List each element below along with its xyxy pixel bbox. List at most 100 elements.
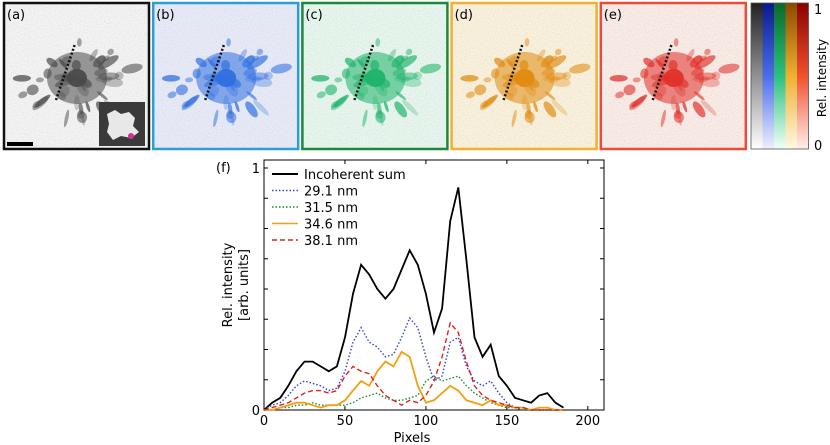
central-spot <box>365 69 386 87</box>
speckle-blob <box>704 48 711 56</box>
speckle-blob <box>18 91 28 99</box>
plot-frame <box>263 159 605 411</box>
image-panel-c: (c) <box>301 1 449 151</box>
colorbar-min-label: 0 <box>814 139 822 154</box>
series-line-38-1-nm <box>263 321 564 411</box>
speckle-blob <box>673 38 679 47</box>
legend-box <box>268 164 392 248</box>
line-chart: (f) 0 50 100 150 200 0 1 Incoherent sum 29.1 nm… <box>216 159 605 445</box>
speckle-blob <box>511 109 517 128</box>
x-tick-label: 200 <box>575 414 600 429</box>
chart-series <box>263 187 564 411</box>
speckle-blob <box>692 101 706 118</box>
scale-bar <box>7 142 33 146</box>
legend-label: 34.6 nm <box>304 218 358 233</box>
speckle-blob <box>533 101 538 113</box>
legend-label: 38.1 nm <box>304 234 358 249</box>
series-line-34-6-nm <box>264 350 564 411</box>
speckle-blob <box>263 71 273 81</box>
speckle-blob <box>32 100 41 109</box>
chart-ticks: 0 50 100 150 200 0 1 <box>252 160 604 429</box>
profile-line <box>204 43 226 101</box>
diffraction-pattern <box>161 38 292 128</box>
speckle-blob <box>103 55 110 62</box>
speckle-blob <box>718 63 740 74</box>
speckle-blob <box>35 77 44 83</box>
speckle-blob <box>629 100 638 109</box>
panel-frame <box>450 1 598 151</box>
panel-frame <box>2 1 151 151</box>
speckle-blob <box>474 84 487 96</box>
speckle-blob <box>245 101 258 118</box>
legend-label: 29.1 nm <box>304 185 358 200</box>
panel-frame <box>151 1 300 151</box>
speckle-blob <box>161 75 181 82</box>
speckle-blob <box>700 99 717 116</box>
speckle-blob <box>330 96 347 111</box>
x-tick-label: 0 <box>260 414 268 429</box>
colorbar-stripe <box>774 3 786 149</box>
y-tick-label: 1 <box>252 162 260 177</box>
central-spot <box>67 69 87 87</box>
speckle-blob <box>185 77 194 83</box>
series-line-29-1-nm <box>263 316 564 411</box>
speckle-blob <box>562 71 572 81</box>
panel-label: (b) <box>156 8 174 23</box>
speckle-blob <box>549 77 571 88</box>
x-tick-label: 150 <box>494 414 519 429</box>
speckle-blob <box>700 55 707 62</box>
profile-line <box>502 43 524 101</box>
profile-line <box>353 43 375 101</box>
inset-marker <box>128 133 134 139</box>
image-panel-e: (e) <box>599 1 748 151</box>
speckle-blob <box>524 111 535 124</box>
speckle-blob <box>609 75 628 82</box>
speckle-blob <box>234 101 240 113</box>
colorbar-stripe <box>797 3 809 149</box>
speckle-blob <box>333 94 349 108</box>
profile-line <box>651 43 673 101</box>
speckle-blob <box>12 75 31 82</box>
speckle-blob <box>405 48 413 56</box>
speckle-blob <box>465 91 475 99</box>
image-panel-b: (b) <box>151 1 300 151</box>
speckle-blob <box>256 48 264 56</box>
speckle-blob <box>699 77 720 88</box>
speckle-blob <box>107 48 114 56</box>
central-spot <box>216 69 237 87</box>
speckle-blob <box>615 91 625 99</box>
y-axis-label-line1: Rel. intensity <box>221 242 236 327</box>
speckle-blob <box>400 77 422 88</box>
speckle-blob <box>623 84 636 96</box>
speckle-blob <box>569 63 591 74</box>
panel-label: (c) <box>305 8 322 23</box>
speckle-blob <box>121 63 143 74</box>
speckle-blob <box>213 109 219 128</box>
speckle-blob <box>325 84 338 96</box>
speckle-blob <box>270 63 292 74</box>
legend-label: Incoherent sum <box>304 168 406 183</box>
speckle-blob <box>175 84 188 96</box>
speckle-blob <box>26 84 39 96</box>
panel-label: (e) <box>604 8 622 23</box>
panel-frame <box>301 1 449 151</box>
speckle-blob <box>76 111 88 124</box>
y-axis-label-line2: [arb. units] <box>237 249 252 321</box>
panel-label: (a) <box>7 8 25 23</box>
speckle-blob <box>631 94 648 108</box>
speckle-blob <box>480 96 497 111</box>
speckle-blob <box>334 77 343 83</box>
speckle-blob <box>480 100 489 109</box>
speckle-blob <box>167 91 177 99</box>
speckle-blob <box>673 111 684 124</box>
speckle-blob <box>629 96 646 111</box>
inset-image <box>99 102 145 146</box>
colorbar-max-label: 1 <box>814 3 822 18</box>
colorbar-stripe <box>785 3 797 149</box>
speckle-blob <box>550 55 558 62</box>
speckle-blob <box>316 91 326 99</box>
series-line-incoherent-sum <box>263 187 564 411</box>
speckle-blob <box>35 94 51 108</box>
speckle-blob <box>362 109 368 128</box>
